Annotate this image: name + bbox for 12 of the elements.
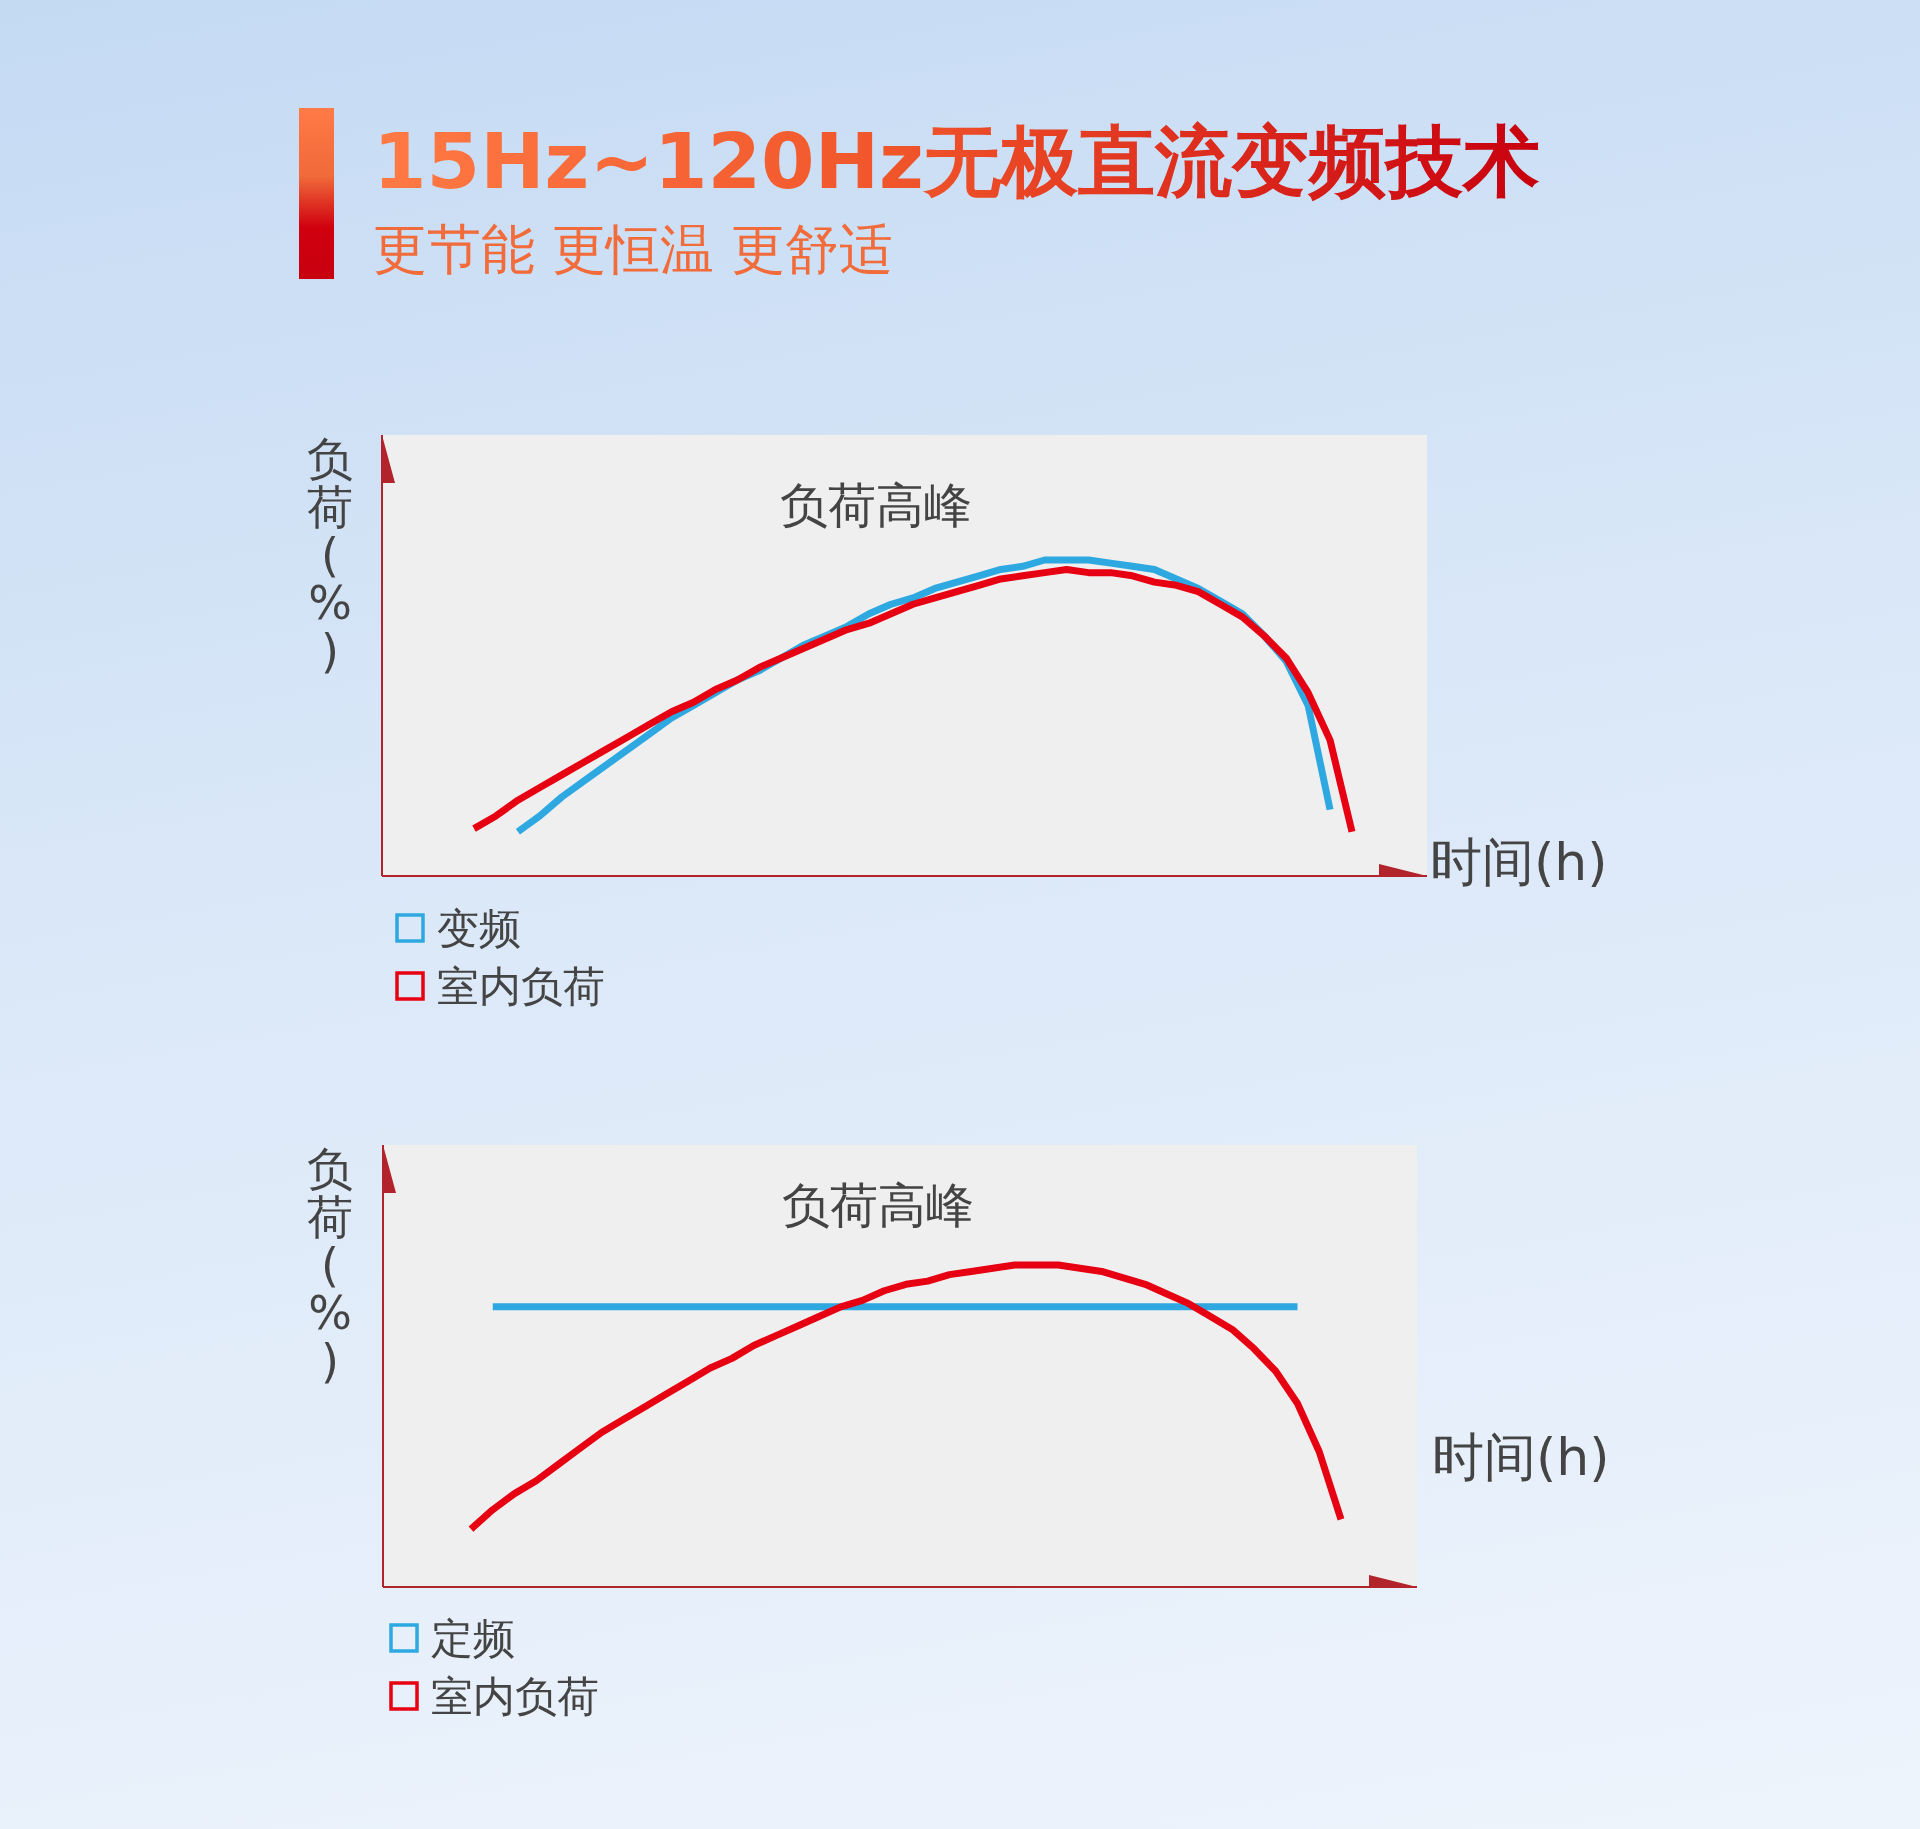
x-axis-title: 时间(h) (1432, 1427, 1610, 1487)
x-axis-title: 时间(h) (1430, 832, 1608, 892)
legend-label: 室内负荷 (437, 962, 605, 1011)
text: 负荷高峰 (780, 477, 972, 533)
legend-label: 变频 (437, 904, 521, 953)
chart-title: 15Hz~120Hz无极直流变频技术 (373, 117, 1540, 206)
text: 负荷高峰 (782, 1177, 974, 1233)
chart-subtitle: 更节能 更恒温 更舒适 (373, 218, 894, 281)
y-axis-title: 负荷(%) (307, 432, 353, 678)
legend-label: 定频 (431, 1614, 515, 1663)
y-axis-title: 负荷(%) (307, 1142, 353, 1388)
legend-label: 室内负荷 (431, 1672, 599, 1721)
